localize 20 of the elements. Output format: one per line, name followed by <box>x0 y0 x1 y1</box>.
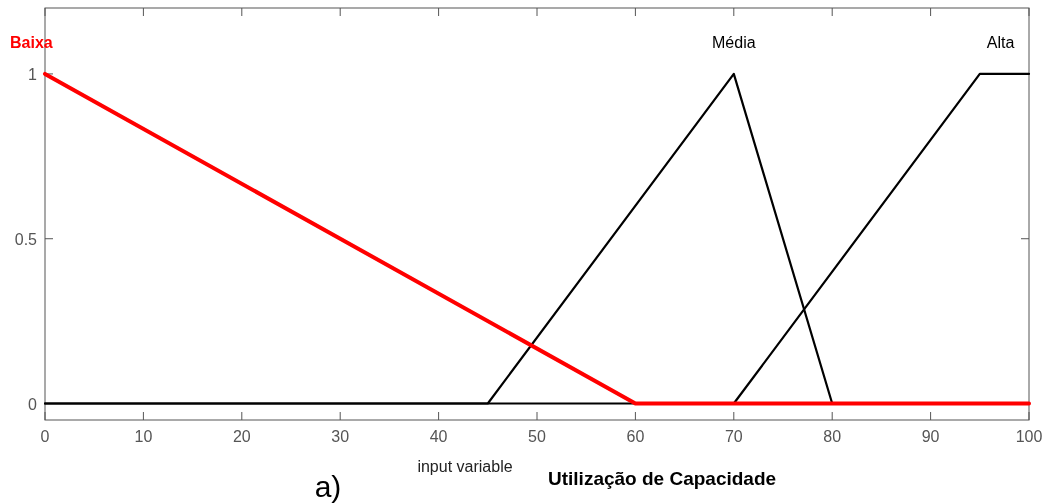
text: Utilização de Capacidade <box>548 468 777 489</box>
x-tick-label: 50 <box>528 428 546 445</box>
x-tick-label: 70 <box>724 428 743 445</box>
y-tick-label: 0 <box>28 395 38 413</box>
y-tick-label: 1 <box>28 65 38 83</box>
series-label: Média <box>712 34 756 51</box>
x-tick-label: 80 <box>823 428 842 445</box>
text: a) <box>314 470 342 503</box>
x-tick-label: 60 <box>626 428 645 445</box>
y-tick-label: 0.5 <box>14 230 38 248</box>
series-label: Baixa <box>10 34 53 51</box>
series-label: Alta <box>986 34 1015 51</box>
x-tick-label: 20 <box>232 428 251 445</box>
x-tick-label: 30 <box>331 428 350 445</box>
x-tick-label: 10 <box>134 428 153 445</box>
x-axis-title: input variable <box>417 458 513 475</box>
x-tick-label: 100 <box>1015 428 1043 445</box>
x-tick-label: 40 <box>429 428 448 445</box>
x-tick-label: 90 <box>921 428 940 445</box>
x-tick-label: 0 <box>40 428 50 445</box>
